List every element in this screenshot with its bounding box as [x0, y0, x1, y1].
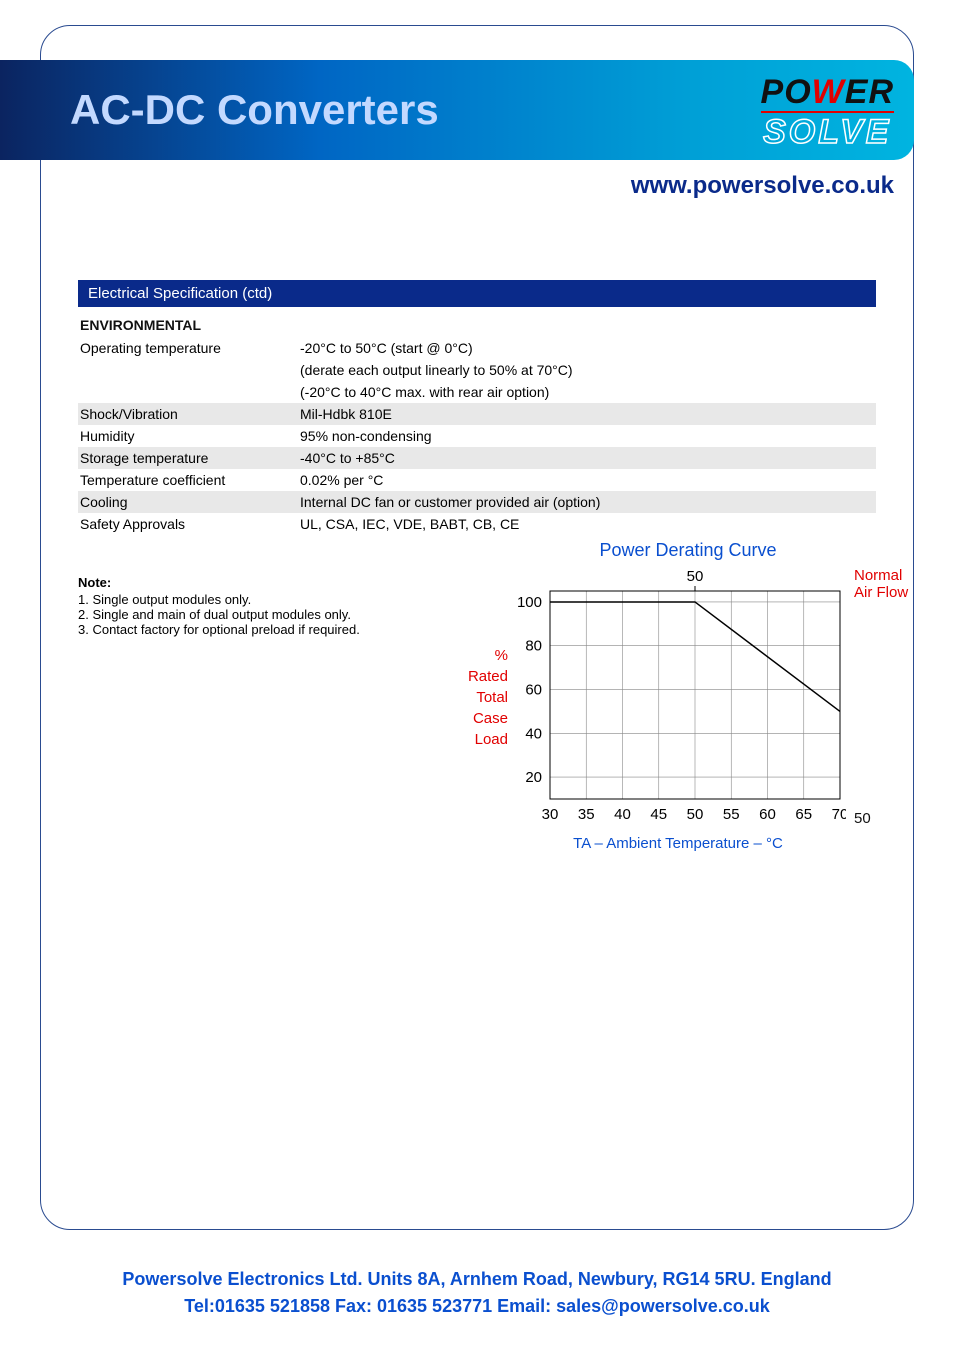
table-row: Humidity95% non-condensing	[78, 425, 876, 447]
page-title: AC-DC Converters	[70, 86, 439, 134]
spec-value: 95% non-condensing	[298, 425, 876, 447]
website-url: www.powersolve.co.uk	[631, 172, 894, 200]
content-area: Electrical Specification (ctd) ENVIRONME…	[78, 280, 876, 637]
table-row: Shock/VibrationMil-Hdbk 810E	[78, 403, 876, 425]
svg-text:20: 20	[525, 769, 542, 786]
svg-text:65: 65	[795, 806, 812, 823]
svg-text:45: 45	[650, 806, 667, 823]
spec-value: (derate each output linearly to 50% at 7…	[298, 359, 876, 381]
note-item: 2. Single and main of dual output module…	[78, 607, 448, 622]
spec-value: Internal DC fan or customer provided air…	[298, 491, 876, 513]
note-item: 3. Contact factory for optional preload …	[78, 622, 448, 637]
svg-text:40: 40	[525, 725, 542, 742]
spec-label	[78, 359, 298, 381]
notes-heading: Note:	[78, 575, 448, 590]
spec-label: Safety Approvals	[78, 513, 298, 535]
svg-text:60: 60	[525, 682, 542, 699]
table-row: Operating temperature-20°C to 50°C (star…	[78, 337, 876, 359]
spec-label: Storage temperature	[78, 447, 298, 469]
spec-value: Mil-Hdbk 810E	[298, 403, 876, 425]
spec-label: Humidity	[78, 425, 298, 447]
x-axis-label: TA – Ambient Temperature – °C	[510, 835, 846, 852]
spec-label	[78, 381, 298, 403]
spec-label: Shock/Vibration	[78, 403, 298, 425]
y-axis-label: %RatedTotalCaseLoad	[448, 645, 508, 750]
table-row: (-20°C to 40°C max. with rear air option…	[78, 381, 876, 403]
y-label-line: Load	[448, 729, 508, 750]
logo-part3: ER	[845, 73, 894, 111]
logo-line2: SOLVE	[761, 115, 894, 149]
svg-text:40: 40	[614, 806, 631, 823]
logo-part-red: W	[812, 73, 845, 111]
svg-text:60: 60	[759, 806, 776, 823]
annot-airflow: Air Flow	[854, 584, 918, 601]
right-value-50: 50	[854, 810, 918, 827]
chart-plot: 30 35 40 45 50 55 60 65 70 20 40 60 80 100 50	[510, 567, 846, 827]
logo-part1: PO	[761, 73, 812, 111]
spec-value: 0.02% per °C	[298, 469, 876, 491]
page-footer: Powersolve Electronics Ltd. Units 8A, Ar…	[0, 1266, 954, 1320]
y-label-line: Case	[448, 708, 508, 729]
table-row: (derate each output linearly to 50% at 7…	[78, 359, 876, 381]
table-row: Safety ApprovalsUL, CSA, IEC, VDE, BABT,…	[78, 513, 876, 535]
table-row: Storage temperature-40°C to +85°C	[78, 447, 876, 469]
spec-table: Operating temperature-20°C to 50°C (star…	[78, 337, 876, 535]
brand-logo: POWER SOLVE	[761, 75, 894, 149]
annot-normal: Normal	[854, 567, 918, 584]
logo-line1: POWER	[761, 75, 894, 109]
footer-line1: Powersolve Electronics Ltd. Units 8A, Ar…	[0, 1266, 954, 1293]
svg-text:35: 35	[578, 806, 595, 823]
spec-value: -20°C to 50°C (start @ 0°C)	[298, 337, 876, 359]
table-row: Temperature coefficient0.02% per °C	[78, 469, 876, 491]
derating-chart: Power Derating Curve %RatedTotalCaseLoad…	[448, 540, 928, 852]
footer-line2: Tel:01635 521858 Fax: 01635 523771 Email…	[0, 1293, 954, 1320]
svg-text:55: 55	[723, 806, 740, 823]
svg-text:30: 30	[542, 806, 559, 823]
spec-label: Temperature coefficient	[78, 469, 298, 491]
spec-value: (-20°C to 40°C max. with rear air option…	[298, 381, 876, 403]
svg-text:50: 50	[687, 568, 704, 585]
y-label-line: Rated	[448, 666, 508, 687]
y-label-line: Total	[448, 687, 508, 708]
svg-text:80: 80	[525, 638, 542, 655]
notes-block: Note: 1. Single output modules only.2. S…	[78, 575, 448, 637]
chart-title: Power Derating Curve	[448, 540, 928, 561]
spec-label: Operating temperature	[78, 337, 298, 359]
svg-text:50: 50	[687, 806, 704, 823]
note-item: 1. Single output modules only.	[78, 592, 448, 607]
svg-text:100: 100	[517, 594, 542, 611]
spec-value: -40°C to +85°C	[298, 447, 876, 469]
spec-value: UL, CSA, IEC, VDE, BABT, CB, CE	[298, 513, 876, 535]
spec-label: Cooling	[78, 491, 298, 513]
right-annotation: Normal Air Flow 50	[846, 567, 918, 827]
category-heading: ENVIRONMENTAL	[78, 313, 876, 337]
table-row: CoolingInternal DC fan or customer provi…	[78, 491, 876, 513]
y-label-line: %	[448, 645, 508, 666]
section-bar: Electrical Specification (ctd)	[78, 280, 876, 307]
svg-text:70: 70	[832, 806, 846, 823]
